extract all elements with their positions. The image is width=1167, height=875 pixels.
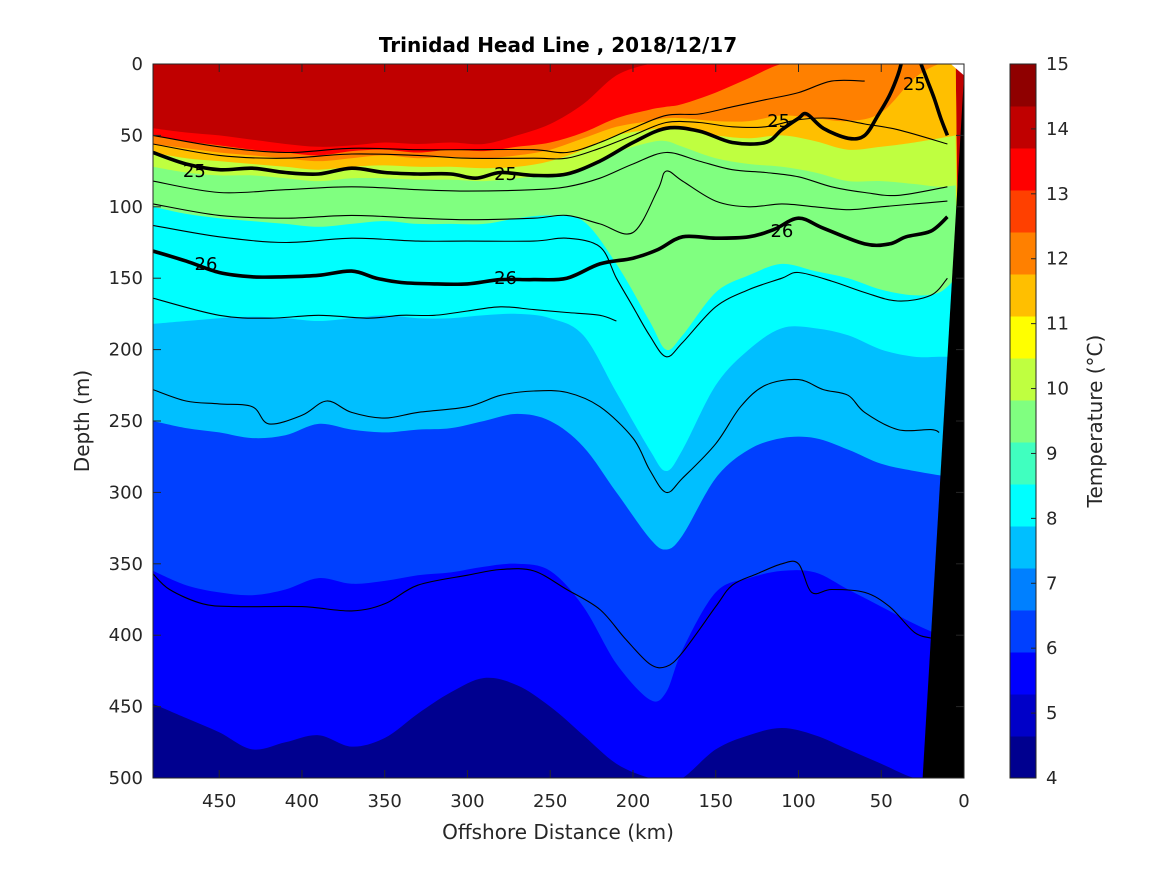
x-tick-label: 250: [533, 791, 567, 812]
colorbar-swatch: [1010, 736, 1036, 779]
colorbar-tick-label: 13: [1046, 184, 1069, 205]
isopycnal-thin: [153, 117, 948, 160]
colorbar: 4 5 6 7 8 9 10 11 12 13 14 15: [1009, 54, 1069, 789]
colorbar-swatch: [1010, 64, 1036, 107]
colorbar-swatch: [1010, 610, 1036, 653]
colorbar-tick-label: 9: [1046, 443, 1057, 464]
temperature-field: [153, 64, 964, 778]
colorbar-swatch: [1010, 400, 1036, 443]
x-tick-label: 0: [958, 791, 969, 812]
colorbar-swatch: [1010, 442, 1036, 485]
isopycnal-thin: [153, 151, 948, 197]
isopycnal-thin: [153, 297, 617, 322]
isopycnal-thin: [153, 560, 932, 669]
y-tick-label: 50: [120, 125, 143, 146]
x-tick-label: 100: [781, 791, 815, 812]
temp-band-5: [153, 677, 956, 778]
contour-label-26: 26: [770, 221, 793, 242]
land-mask: [950, 64, 964, 76]
colorbar-swatch: [1010, 232, 1036, 275]
colorbar-swatch: [1010, 316, 1036, 359]
isopycnal-25: [153, 64, 903, 181]
temp-band-6: [153, 563, 964, 778]
colorbar-swatch: [1010, 274, 1036, 317]
contour-label-25: 25: [767, 111, 790, 132]
contour-label-25: 25: [183, 161, 206, 182]
isopycnal-thin: [153, 170, 948, 235]
y-axis-title: Depth (m): [70, 370, 94, 472]
x-tick-label: 300: [450, 791, 484, 812]
seafloor-mask: [922, 75, 964, 778]
x-tick-label: 400: [285, 791, 319, 812]
x-tick-label: 150: [699, 791, 733, 812]
y-tick-label: 300: [109, 482, 143, 503]
colorbar-swatch: [1010, 652, 1036, 695]
colorbar-tick-label: 7: [1046, 573, 1057, 594]
colorbar-tick-label: 11: [1046, 314, 1069, 335]
x-tick-label: 50: [870, 791, 893, 812]
colorbar-swatch: [1010, 358, 1036, 401]
y-tick-label: 400: [109, 625, 143, 646]
x-tick-label: 450: [202, 791, 236, 812]
colorbar-tick-label: 6: [1046, 638, 1057, 659]
colorbar-tick-label: 8: [1046, 508, 1057, 529]
y-tick-label: 100: [109, 197, 143, 218]
y-tick-label: 150: [109, 268, 143, 289]
colorbar-title: Temperature (°C): [1083, 335, 1107, 509]
y-tick-label: 250: [109, 411, 143, 432]
isopycnal-thin: [153, 224, 948, 358]
x-tick-label: 200: [616, 791, 650, 812]
y-tick-label: 450: [109, 697, 143, 718]
colorbar-tick-label: 5: [1046, 703, 1057, 724]
contour-lines: [153, 64, 950, 669]
colorbar-tick-label: 15: [1046, 54, 1069, 75]
colorbar-swatch: [1010, 568, 1036, 611]
colorbar-swatch: [1010, 694, 1036, 737]
colorbar-swatch: [1010, 106, 1036, 149]
contour-label-26: 26: [494, 268, 517, 289]
x-tick-label: 350: [368, 791, 402, 812]
contour-label-26: 26: [195, 254, 218, 275]
y-tick-label: 200: [109, 340, 143, 361]
colorbar-swatch: [1010, 148, 1036, 191]
y-tick-label: 0: [132, 54, 143, 75]
colorbar-swatch: [1010, 526, 1036, 569]
y-tick-label: 350: [109, 554, 143, 575]
contour-labels: 25 25 25 25 26 26 26: [183, 74, 926, 289]
x-axis-title: Offshore Distance (km): [442, 820, 674, 844]
colorbar-tick-label: 4: [1046, 768, 1057, 789]
isopycnal-thin: [153, 378, 940, 494]
axes: 450 400 350 300 250 200 150 100 50 00501001502002…: [109, 54, 970, 812]
contour-label-25: 25: [494, 164, 517, 185]
colorbar-swatch: [1010, 190, 1036, 233]
isopycnal-26: [153, 215, 949, 287]
colorbar-frame: [1009, 63, 1037, 779]
colorbar-swatch: [1010, 484, 1036, 527]
isopycnal-25: [919, 64, 950, 137]
y-tick-label: 500: [109, 768, 143, 789]
chart-title: Trinidad Head Line , 2018/12/17: [379, 33, 737, 57]
contour-label-25: 25: [903, 74, 926, 95]
colorbar-tick-label: 10: [1046, 379, 1069, 400]
isopycnal-thin: [153, 79, 865, 154]
colorbar-tick-label: 14: [1046, 119, 1069, 140]
colorbar-tick-label: 12: [1046, 249, 1069, 270]
